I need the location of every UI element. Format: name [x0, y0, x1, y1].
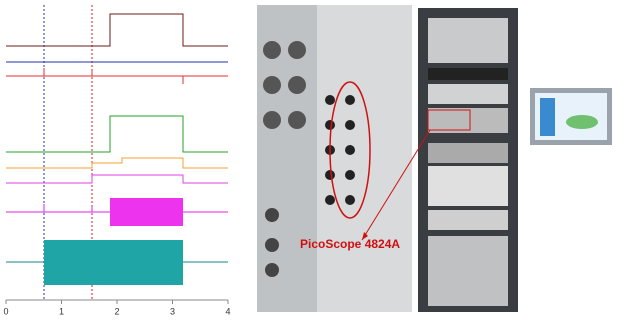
arrow — [361, 129, 431, 241]
instrument — [428, 18, 508, 63]
x-tick-label: 4 — [225, 306, 230, 316]
connector — [288, 76, 306, 94]
instrument — [428, 84, 508, 104]
trace — [6, 13, 228, 47]
port — [345, 195, 355, 205]
scope-panel: 0 1 2 3 4 — [3, 5, 231, 316]
panel-photo: PicoScope 4824A — [257, 5, 412, 312]
callout-label: PicoScope 4824A — [300, 237, 400, 251]
trace — [6, 68, 228, 84]
instrument — [428, 68, 508, 80]
port — [345, 145, 355, 155]
x-tick-label: 2 — [114, 306, 119, 316]
instrument — [428, 108, 508, 133]
port — [345, 120, 355, 130]
connector — [265, 238, 279, 252]
port — [325, 95, 335, 105]
trace — [6, 174, 228, 184]
trace — [6, 115, 228, 153]
highlight-box — [427, 109, 471, 131]
instrument — [428, 210, 508, 230]
rack-photo — [361, 8, 518, 312]
port — [325, 170, 335, 180]
screen-sidebar — [540, 98, 555, 136]
port — [345, 95, 355, 105]
instrument — [428, 143, 508, 163]
screen-car — [566, 115, 598, 129]
monitor — [530, 88, 612, 145]
trace — [6, 204, 228, 213]
port — [345, 170, 355, 180]
connector — [265, 263, 279, 277]
connector — [288, 111, 306, 129]
highlight-ellipse — [329, 81, 371, 219]
instrument — [428, 166, 508, 206]
signal-burst — [110, 198, 183, 226]
instrument — [428, 236, 508, 306]
arrowhead — [362, 232, 368, 240]
signal-burst — [44, 240, 183, 285]
connector — [265, 208, 279, 222]
x-tick-label: 1 — [59, 306, 64, 316]
connector — [263, 41, 281, 59]
connector — [263, 111, 281, 129]
connector — [263, 76, 281, 94]
connector — [288, 41, 306, 59]
port — [325, 120, 335, 130]
port — [325, 195, 335, 205]
x-ticks: 0 1 2 3 4 — [3, 300, 231, 316]
x-tick-label: 0 — [3, 306, 8, 316]
x-tick-label: 3 — [170, 306, 175, 316]
trace — [6, 157, 228, 169]
